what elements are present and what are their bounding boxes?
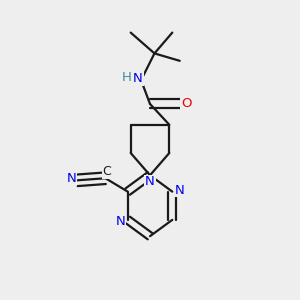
Text: C: C bbox=[103, 165, 111, 178]
Text: N: N bbox=[133, 72, 143, 85]
Text: N: N bbox=[145, 175, 155, 188]
Text: N: N bbox=[67, 172, 77, 185]
Text: N: N bbox=[116, 215, 125, 228]
Text: O: O bbox=[181, 98, 191, 110]
Text: N: N bbox=[175, 184, 184, 196]
Text: H: H bbox=[122, 71, 132, 84]
